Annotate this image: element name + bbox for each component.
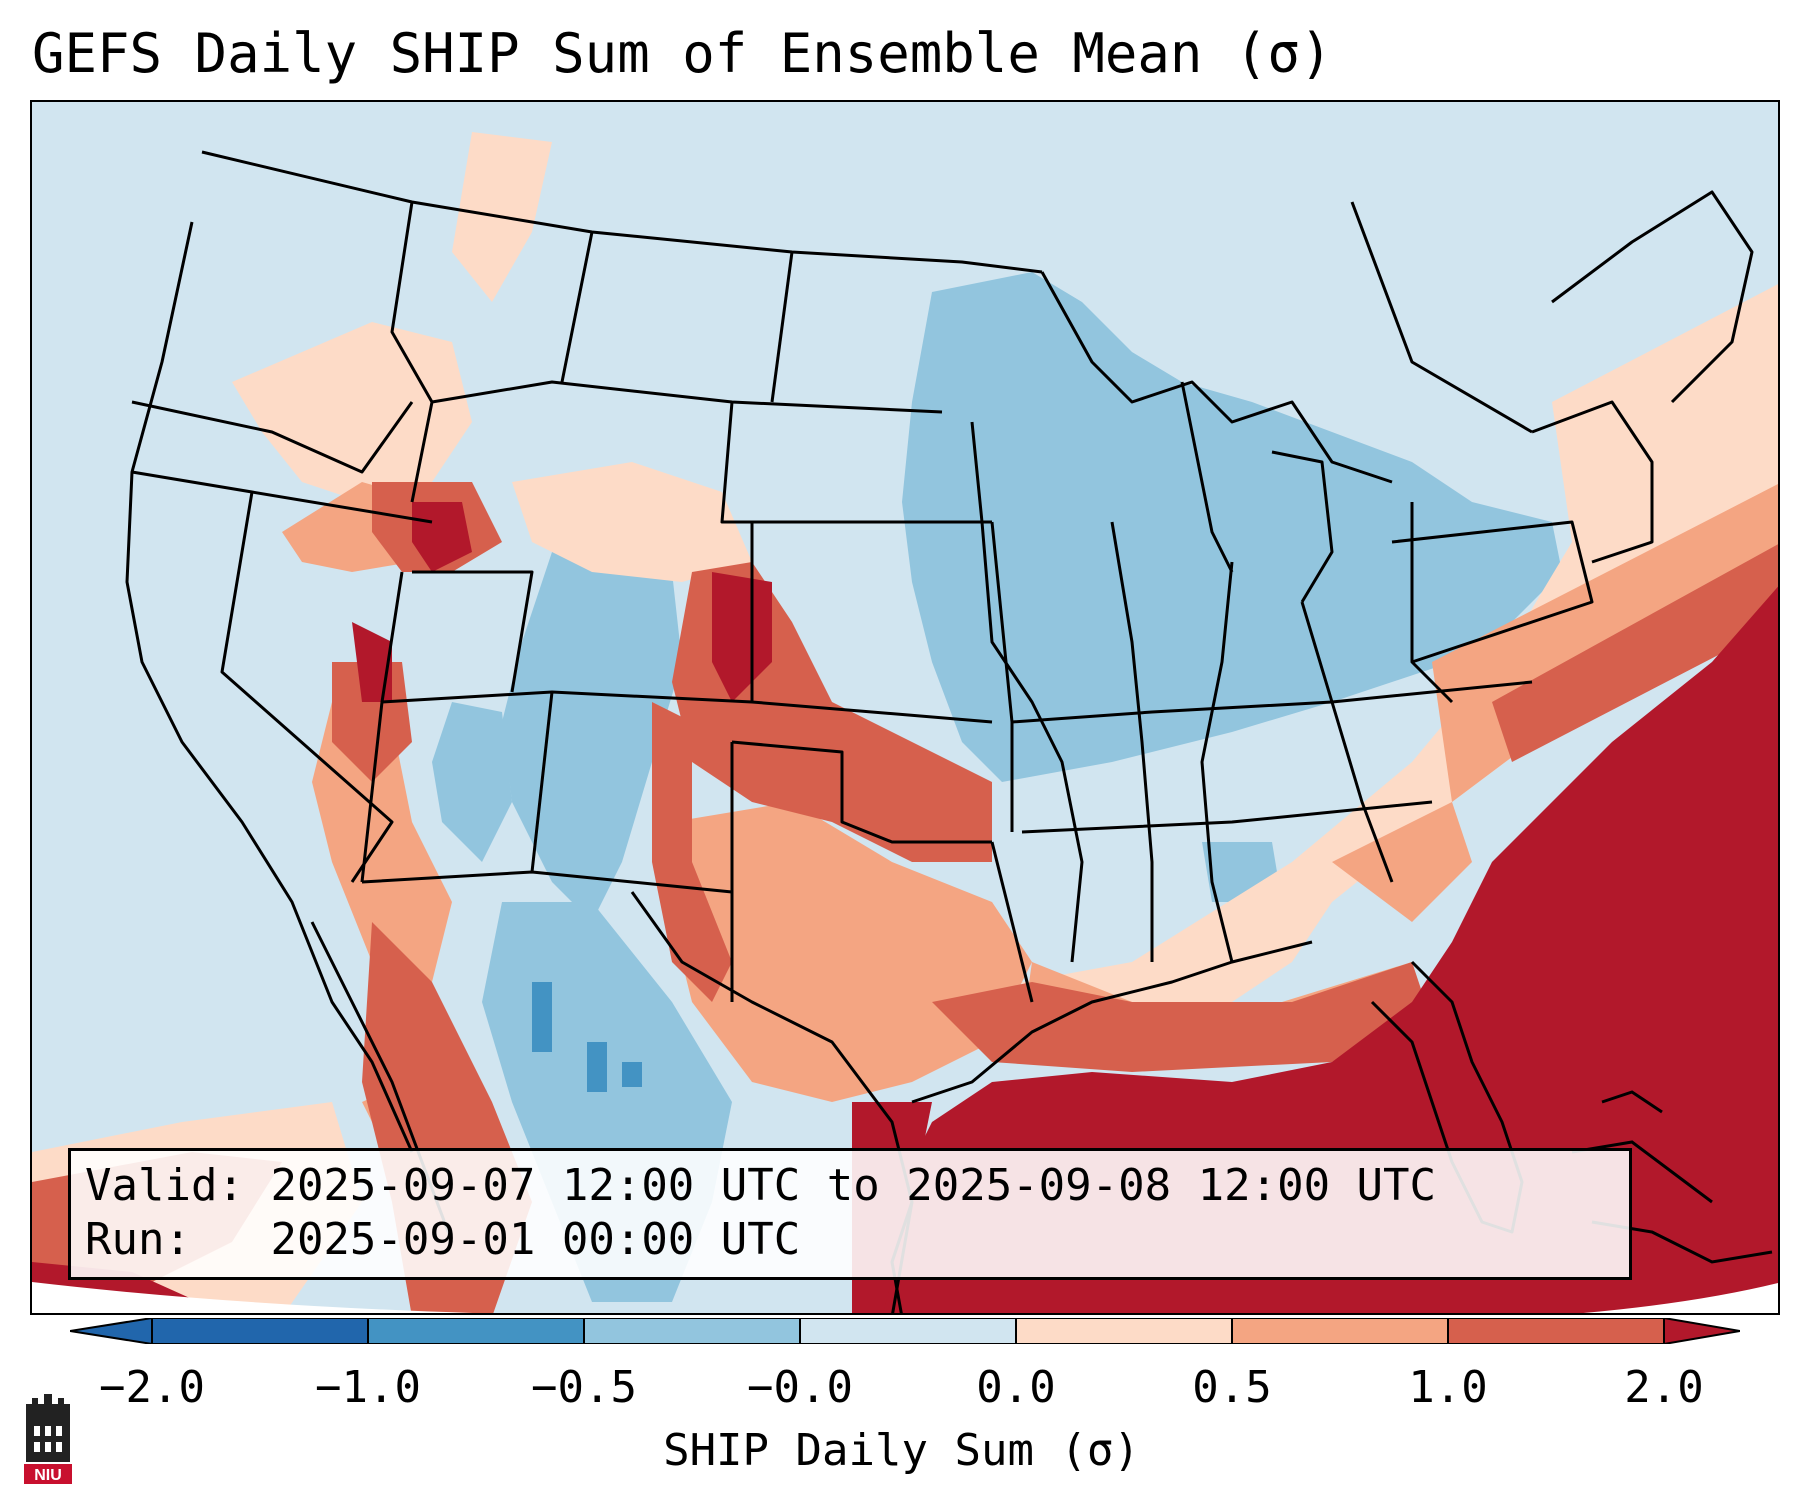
colorbar-tick-label: 0.5	[1192, 1362, 1272, 1413]
map-panel	[30, 100, 1780, 1315]
logo-badge	[24, 1464, 72, 1484]
colorbar-extend-low	[70, 1318, 152, 1344]
niu-logo: NIU	[24, 1394, 72, 1484]
colorbar-tick-label: 2.0	[1624, 1362, 1704, 1413]
colorbar-extend-high	[1664, 1318, 1740, 1344]
colorbar-segment-2	[368, 1318, 584, 1344]
run-label: Run:	[85, 1214, 191, 1265]
colorbar-segment-4	[800, 1318, 1016, 1344]
colorbar-segment-1	[152, 1318, 368, 1344]
colorbar-tick-label: 0.0	[976, 1362, 1056, 1413]
projection-corner-left	[32, 1282, 474, 1313]
colorbar-tick-label: −0.5	[531, 1362, 637, 1413]
colorbar-segment-5	[1016, 1318, 1232, 1344]
logo-windows-icon	[34, 1426, 62, 1452]
colorbar-tick-label: −2.0	[99, 1362, 205, 1413]
colorbar-tick-label: −1.0	[315, 1362, 421, 1413]
colorbar-tick-label: −0.0	[747, 1362, 853, 1413]
logo-tower-icon	[26, 1394, 70, 1420]
valid-value: 2025-09-07 12:00 UTC to 2025-09-08 12:00…	[270, 1160, 1437, 1211]
info-box: Valid: 2025-09-07 12:00 UTC to 2025-09-0…	[68, 1148, 1632, 1280]
logo-text: NIU	[34, 1467, 62, 1484]
much-below-normal-regions	[532, 982, 642, 1092]
colorbar	[70, 1318, 1740, 1344]
colorbar-segment-6	[1232, 1318, 1448, 1344]
colorbar-title: SHIP Daily Sum (σ)	[663, 1425, 1140, 1476]
colorbar-tick-label: 1.0	[1408, 1362, 1488, 1413]
run-value: 2025-09-01 00:00 UTC	[270, 1214, 801, 1265]
colorbar-segment-3	[584, 1318, 800, 1344]
valid-label: Valid:	[85, 1160, 244, 1211]
map-canvas	[32, 102, 1778, 1313]
colorbar-ticks	[151, 1318, 1665, 1344]
chart-title: GEFS Daily SHIP Sum of Ensemble Mean (σ)	[32, 22, 1333, 85]
projection-corner-right	[1583, 1282, 1778, 1313]
colorbar-segment-7	[1448, 1318, 1664, 1344]
